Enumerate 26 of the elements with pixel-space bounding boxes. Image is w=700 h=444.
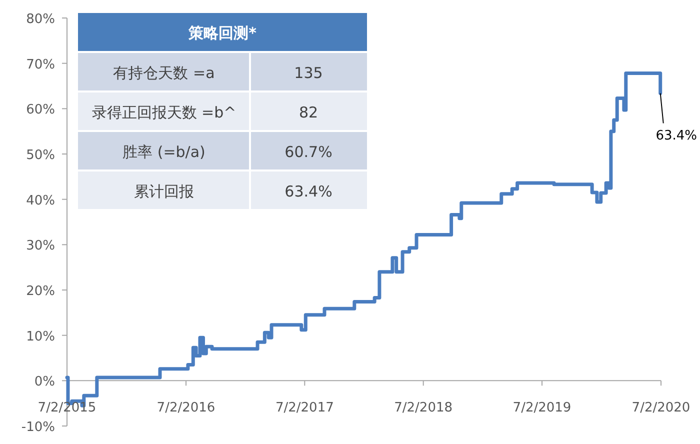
- annotation: 60.7%: [284, 142, 332, 161]
- x-tick-label: 7/2/2018: [394, 400, 453, 416]
- text: 策略回测*: [188, 24, 257, 42]
- annotation: 82: [298, 103, 318, 122]
- annotation: 63.4%: [284, 182, 332, 200]
- y-tick-label: 70%: [26, 57, 55, 72]
- annotation: 累计回报: [134, 182, 194, 200]
- x-tick-label: 7/2/2015: [38, 400, 96, 416]
- y-tick-label: 20%: [26, 284, 55, 299]
- annotation: 胜率 (=b/a): [122, 142, 206, 161]
- x-tick-label: 7/2/2020: [632, 400, 690, 416]
- y-tick-label: -10%: [21, 420, 55, 435]
- y-tick-label: 60%: [26, 102, 55, 118]
- x-tick-label: 7/2/2019: [512, 400, 572, 416]
- y-tick-label: 30%: [26, 238, 55, 254]
- y-tick-label: 40%: [26, 193, 55, 208]
- x-tick-label: 7/2/2016: [156, 400, 216, 416]
- annotation: 录得正回报天数 =b^: [92, 103, 236, 122]
- annotation: 135: [294, 64, 323, 82]
- y-tick-label: 0%: [34, 374, 55, 390]
- y-tick-label: 80%: [26, 12, 55, 27]
- y-tick-label: 50%: [26, 148, 55, 163]
- annotation: 有持仓天数 =a: [113, 64, 215, 82]
- y-tick-label: 10%: [26, 329, 55, 344]
- x-tick-label: 7/2/2017: [275, 400, 334, 416]
- annotation: 63.4%: [656, 128, 697, 144]
